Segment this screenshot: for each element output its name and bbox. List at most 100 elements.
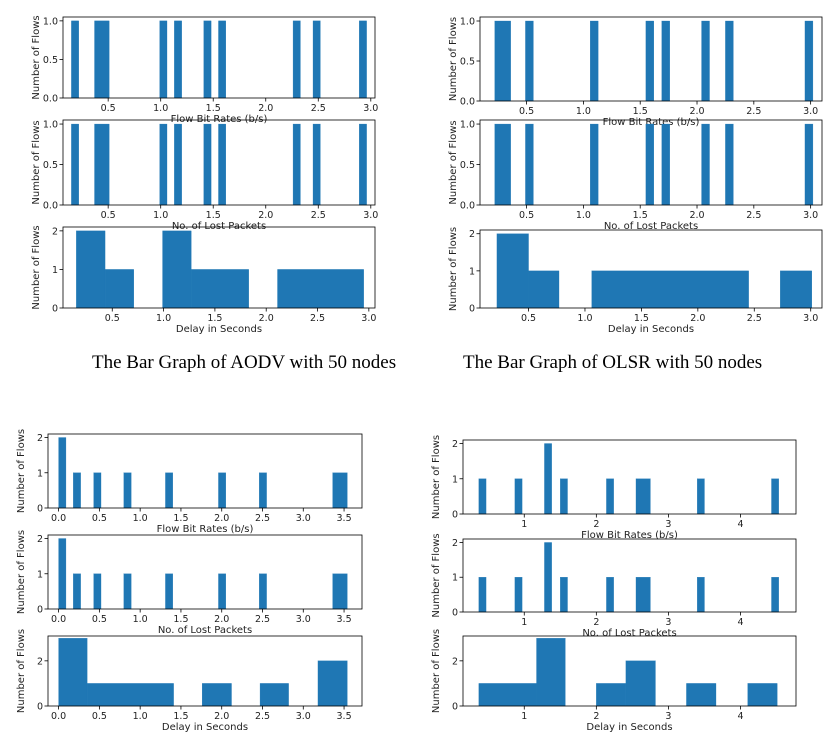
x-tick-label: 1.0 <box>576 106 591 117</box>
bar <box>76 230 106 309</box>
bar <box>174 123 182 206</box>
y-axis-label: Number of Flows <box>431 629 442 713</box>
bar <box>174 20 182 99</box>
bar <box>165 573 173 610</box>
bar <box>93 573 102 610</box>
bar <box>165 472 173 509</box>
bar <box>606 577 614 613</box>
y-axis-label: Number of Flows <box>16 429 27 513</box>
x-tick-label: 2.0 <box>258 210 273 221</box>
x-tick-label: 3.0 <box>363 103 378 114</box>
y-axis-label: Number of Flows <box>431 435 442 519</box>
bar <box>645 123 654 206</box>
bar <box>191 269 249 309</box>
x-tick-label: 1.0 <box>156 313 171 324</box>
x-tick-label: 1.0 <box>133 513 148 524</box>
bar <box>201 683 232 707</box>
y-tick-label: 0 <box>452 702 458 713</box>
x-tick-label: 0.5 <box>519 210 534 221</box>
x-tick-label: 1.0 <box>133 711 148 722</box>
x-tick-label: 2.5 <box>746 106 761 117</box>
y-tick-label: 1 <box>37 468 43 479</box>
x-tick-label: 0.0 <box>51 614 66 625</box>
x-axis-label: Delay in Seconds <box>608 324 694 335</box>
bar <box>71 20 79 99</box>
x-tick-label: 0.5 <box>92 513 107 524</box>
y-tick-label: 1.0 <box>43 120 58 131</box>
x-axis-label: No. of Lost Packets <box>604 221 698 232</box>
bar <box>590 20 599 102</box>
x-tick-label: 2 <box>593 617 599 628</box>
bar <box>560 478 568 515</box>
y-axis-label: Number of Flows <box>16 629 27 713</box>
bar <box>58 538 67 610</box>
y-tick-label: 2 <box>452 656 458 667</box>
x-tick-label: 3 <box>665 711 671 722</box>
axes-frame <box>479 229 823 309</box>
x-tick-label: 3.0 <box>803 210 818 221</box>
x-tick-label: 2.0 <box>259 313 274 324</box>
axes-frame <box>462 538 797 613</box>
axes-frame <box>62 16 376 99</box>
bar <box>606 478 614 515</box>
bar <box>496 233 529 309</box>
x-tick-label: 2.5 <box>310 313 325 324</box>
bar <box>203 20 212 99</box>
x-tick-label: 3.0 <box>363 210 378 221</box>
y-axis-label: Number of Flows <box>31 120 42 204</box>
x-axis-label: Flow Bit Rates (b/s) <box>157 524 254 535</box>
bar <box>123 472 132 509</box>
bar <box>804 20 814 102</box>
axes-frame <box>47 534 363 610</box>
bar <box>317 660 348 707</box>
y-axis-label: Number of Flows <box>448 120 459 204</box>
x-tick-label: 2.0 <box>214 513 229 524</box>
x-tick-label: 3.5 <box>337 513 352 524</box>
y-axis-label: Number of Flows <box>16 530 27 614</box>
x-tick-label: 3.0 <box>296 513 311 524</box>
bar <box>292 123 301 206</box>
y-tick-label: 0 <box>37 605 43 616</box>
bar <box>359 123 367 206</box>
bar <box>494 20 511 102</box>
bar <box>544 542 552 613</box>
x-tick-label: 2.5 <box>255 513 270 524</box>
bar <box>292 20 301 99</box>
bar <box>478 683 537 707</box>
y-tick-label: 1 <box>452 474 458 485</box>
x-tick-label: 2 <box>593 711 599 722</box>
x-axis-label: Delay in Seconds <box>162 722 248 733</box>
x-tick-label: 4 <box>737 711 743 722</box>
y-tick-label: 1.0 <box>460 17 475 28</box>
bar <box>625 660 656 707</box>
bar <box>590 123 599 206</box>
x-tick-label: 2.5 <box>746 210 761 221</box>
y-tick-label: 1 <box>469 266 475 277</box>
x-tick-label: 2.5 <box>255 711 270 722</box>
panel-aodv50-delay: 0.5 1.0 1.5 2.0 2.5 3.0 0 1 2 Delay in Seconds Num… <box>31 225 376 335</box>
y-axis-label: Number of Flows <box>31 15 42 99</box>
y-tick-label: 1.0 <box>43 16 58 27</box>
bar <box>94 20 110 99</box>
x-tick-label: 3 <box>665 617 671 628</box>
x-tick-label: 1.0 <box>153 210 168 221</box>
bar <box>661 20 670 102</box>
x-tick-label: 1.5 <box>633 210 648 221</box>
y-axis-label: Number of Flows <box>31 225 42 309</box>
bar <box>725 123 734 206</box>
y-tick-label: 1.0 <box>460 120 475 131</box>
bar <box>525 123 534 206</box>
x-tick-label: 1 <box>521 519 527 530</box>
bar <box>686 683 717 707</box>
bar <box>771 577 779 613</box>
x-tick-label: 2.0 <box>258 103 273 114</box>
bar <box>514 478 523 515</box>
x-tick-label: 2.5 <box>255 614 270 625</box>
y-tick-label: 0 <box>52 304 58 315</box>
y-tick-label: 1 <box>52 265 58 276</box>
bar <box>701 20 710 102</box>
y-axis-label: Number of Flows <box>448 17 459 101</box>
